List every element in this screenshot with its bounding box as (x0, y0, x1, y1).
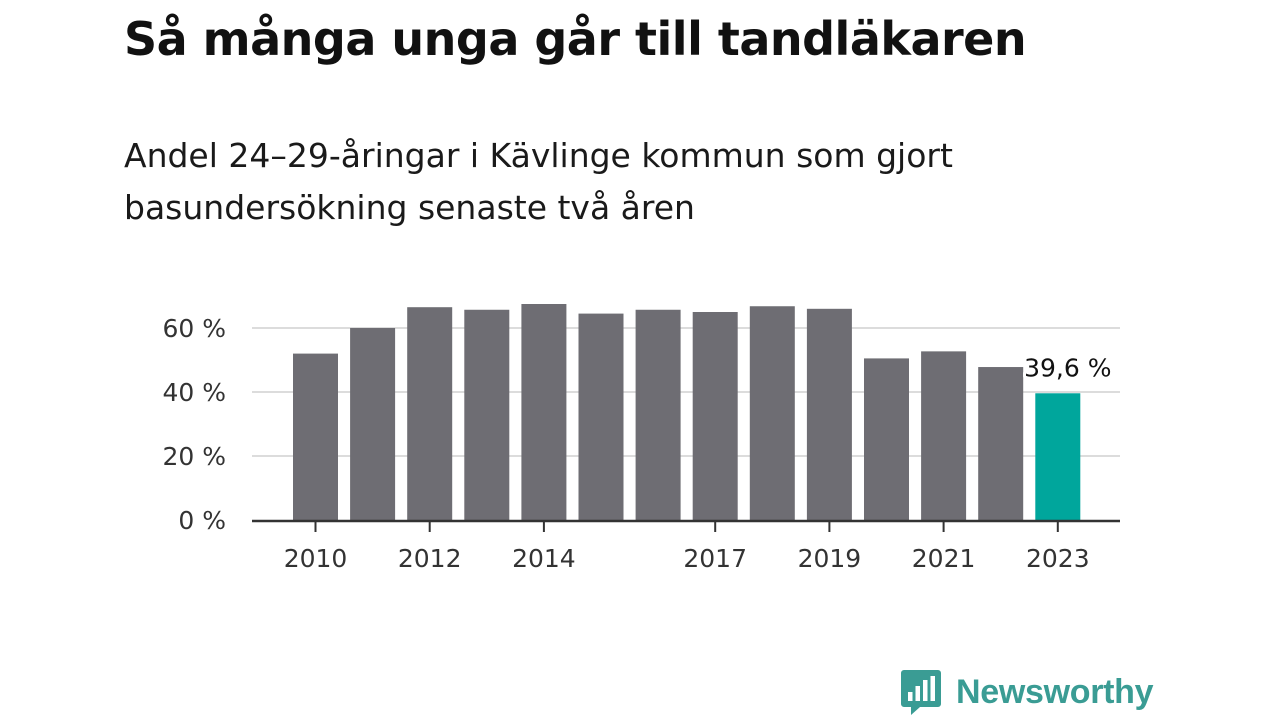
y-axis-labels: 0 % 20 % 40 % 60 % (162, 314, 226, 535)
gridlines (252, 327, 1120, 457)
x-tick-label: 2010 (284, 544, 348, 573)
bar-2015 (578, 313, 624, 520)
x-axis-labels: 2010 2012 2014 2017 2019 2021 2023 (284, 544, 1090, 573)
bar-2023 (1035, 393, 1081, 520)
bar-2020 (864, 358, 909, 520)
brand-name: Newsworthy (956, 672, 1154, 711)
annotations: 39,6 % (1021, 350, 1114, 385)
y-tick-label: 20 % (162, 442, 226, 471)
bar-2021 (921, 351, 967, 520)
brand-logo: Newsworthy (900, 668, 1154, 716)
y-tick-label: 60 % (162, 314, 226, 343)
bar-2018 (749, 306, 795, 520)
chart-title: Så många unga går till tandläkaren (124, 12, 1027, 66)
x-tick-label: 2023 (1026, 544, 1090, 573)
bar-2011 (350, 328, 396, 520)
bar-2019 (806, 308, 852, 520)
x-axis (252, 519, 1120, 532)
bar-2012 (407, 307, 453, 520)
x-tick-label: 2019 (798, 544, 862, 573)
bar-2017 (692, 312, 738, 520)
bar-2016 (635, 309, 681, 520)
chart-subtitle: Andel 24–29-åringar i Kävlinge kommun so… (124, 136, 953, 227)
bar-2014 (521, 304, 567, 520)
y-tick-label: 40 % (162, 378, 226, 407)
newsworthy-chart-bubble-icon (901, 670, 941, 715)
highlight-value-label: 39,6 % (1024, 353, 1111, 382)
x-tick-label: 2021 (912, 544, 976, 573)
bar-2010 (293, 353, 338, 520)
bar-2013 (464, 309, 510, 520)
x-tick-label: 2017 (683, 544, 747, 573)
x-tick-label: 2014 (512, 544, 576, 573)
x-tick-label: 2012 (398, 544, 462, 573)
bars (293, 304, 1081, 520)
bar-2022 (978, 367, 1024, 520)
y-tick-label: 0 % (178, 506, 226, 535)
